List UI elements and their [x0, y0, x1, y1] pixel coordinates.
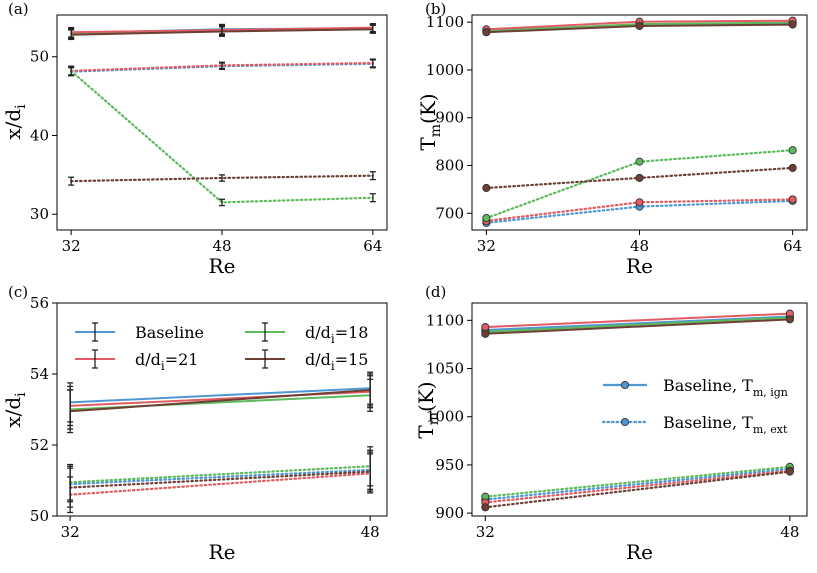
y-tick-label: 700 — [435, 204, 464, 222]
series-line-baseline — [70, 387, 371, 404]
data-point — [788, 163, 797, 172]
panel-label: (c) — [8, 283, 28, 301]
legend-entry: d/di=21 — [75, 349, 198, 373]
y-tick-label: 56 — [30, 294, 49, 312]
legend-label: d/di=15 — [305, 350, 368, 373]
data-point — [481, 329, 490, 338]
y-tick-label: 900 — [435, 504, 464, 522]
x-tick-label: 64 — [783, 237, 802, 255]
legend-entry: d/di=15 — [245, 349, 368, 373]
legend-label: d/di=21 — [135, 350, 198, 373]
y-tick-label: 900 — [435, 109, 464, 127]
y-tick-label: 1000 — [426, 408, 464, 426]
y-tick-label: 950 — [435, 456, 464, 474]
data-point — [635, 21, 644, 31]
series-line-d-di-18 — [485, 316, 790, 333]
y-tick-label: 50 — [30, 48, 49, 66]
data-point — [482, 28, 491, 37]
panel-label: (d) — [425, 283, 446, 301]
data-point — [635, 173, 644, 182]
data-point — [482, 214, 491, 223]
data-point — [785, 467, 794, 476]
data-point — [785, 315, 794, 324]
x-tick-label: 48 — [212, 237, 231, 255]
x-axis-label: Re — [209, 254, 236, 278]
legend-entry: d/di=18 — [245, 322, 368, 346]
panel-label: (b) — [425, 0, 446, 18]
axes-frame — [471, 14, 808, 231]
y-tick-label: 50 — [30, 507, 49, 525]
series-line-d-di-18-ext — [69, 69, 374, 204]
x-tick-label: 32 — [62, 237, 81, 255]
y-axis-label: x/di — [1, 392, 29, 428]
series-line-d-di-15-ext — [484, 470, 792, 509]
panel-label: (a) — [8, 0, 29, 18]
x-tick-label: 48 — [361, 523, 380, 541]
y-tick-label: 1100 — [426, 311, 464, 329]
y-tick-label: 1050 — [426, 360, 464, 378]
data-point — [635, 157, 644, 166]
x-tick-label: 32 — [61, 523, 80, 541]
x-axis-label: Re — [209, 540, 236, 564]
legend-entry: Baseline, Tm, ext — [601, 413, 788, 436]
series-line-d-di-15 — [485, 318, 790, 335]
series-line-baseline — [485, 315, 790, 331]
x-tick-label: 48 — [780, 523, 799, 541]
panel-a: (a) 32 48 64 30 40 50 Re x/di — [1, 0, 388, 278]
y-tick-label: 54 — [30, 365, 49, 383]
legend-marker — [620, 417, 630, 427]
series-line-baseline-ext — [68, 468, 372, 486]
legend-marker — [620, 380, 630, 390]
y-tick-label: 1100 — [426, 13, 464, 31]
x-axis-label: Re — [626, 254, 653, 278]
panel-c: (c) 32 48 50 52 54 56 Re x/di Baseline d/di=21 d/di… — [1, 283, 388, 564]
legend-label: Baseline, Tm, ext — [663, 413, 788, 436]
x-tick-label: 48 — [630, 237, 649, 255]
series-line-baseline-ext — [484, 467, 792, 501]
series-line-d-di-15 — [70, 389, 371, 413]
series-line-d-di-18-ext — [484, 465, 792, 498]
legend-label: Baseline — [135, 323, 204, 342]
legend-label: d/di=18 — [305, 323, 368, 346]
panel-b: (b) 32 48 64 700 800 900 1000 1100 Re Tm(K) — [416, 0, 808, 278]
legend-label: Baseline, Tm, ign — [663, 376, 788, 399]
y-tick-label: 1000 — [426, 61, 464, 79]
y-tick-label: 800 — [435, 157, 464, 175]
y-tick-label: 52 — [30, 436, 49, 454]
legend-entry: Baseline — [75, 322, 204, 342]
x-tick-label: 32 — [477, 237, 496, 255]
data-point — [788, 146, 797, 155]
axes-frame — [471, 302, 808, 517]
y-axis-label: Tm(K) — [414, 381, 442, 438]
data-point — [481, 503, 490, 512]
legend-entry: Baseline, Tm, ign — [603, 376, 788, 399]
x-tick-label: 32 — [476, 523, 495, 541]
x-axis-label: Re — [626, 540, 653, 564]
panel-d: (d) 32 48 900 950 1000 1050 1100 Re Tm(K) Baseline… — [414, 283, 808, 564]
y-tick-label: 40 — [30, 126, 49, 144]
data-point — [788, 195, 797, 204]
data-point — [482, 183, 491, 193]
y-tick-label: 30 — [30, 205, 49, 223]
series-line-d-di-15-ext — [68, 470, 372, 489]
series-line-d-di-21 — [485, 312, 790, 329]
series-line-d-di-21-ext — [484, 469, 792, 504]
series-line-d-di-21-ext — [68, 472, 372, 496]
x-tick-label: 64 — [363, 237, 382, 255]
series-line-d-di-18-ext — [68, 465, 372, 484]
data-point — [788, 20, 797, 29]
data-point — [635, 198, 644, 207]
y-axis-label: Tm(K) — [416, 93, 444, 150]
y-axis-label: x/di — [1, 104, 29, 140]
axes-frame — [56, 302, 388, 517]
data-point — [481, 323, 490, 332]
